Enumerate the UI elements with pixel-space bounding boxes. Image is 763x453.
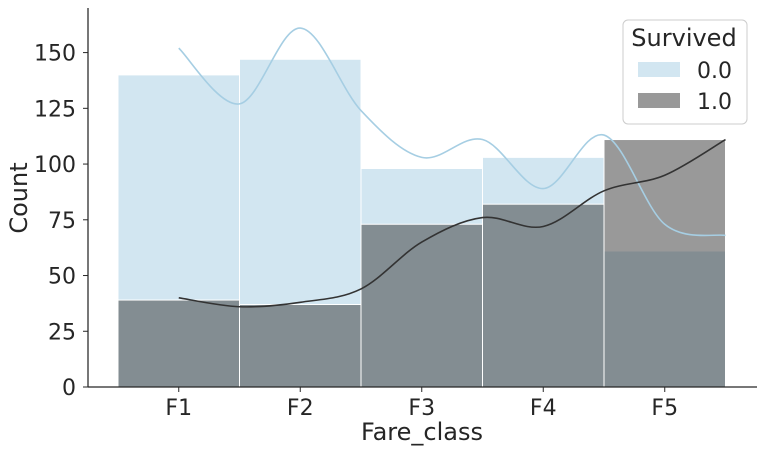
x-ticks: F1 F2 F3 F4 F5 <box>165 387 678 421</box>
y-tick-label: 150 <box>34 42 76 67</box>
legend-label-1: 1.0 <box>697 90 732 115</box>
legend-swatch-0 <box>638 62 680 77</box>
x-tick-label-F1: F1 <box>165 396 192 421</box>
legend: Survived 0.0 1.0 <box>622 19 748 125</box>
bar-series1-F5 <box>603 139 726 388</box>
x-tick-label-F2: F2 <box>287 396 314 421</box>
y-tick-label: 75 <box>48 209 76 234</box>
bars-layer <box>117 58 726 388</box>
bar-series1-F1 <box>117 299 240 388</box>
legend-label-0: 0.0 <box>697 59 732 84</box>
bar-series1-F3 <box>360 223 483 388</box>
y-ticks: 0 25 50 75 100 125 150 <box>34 42 88 401</box>
y-tick-label: 50 <box>48 265 76 290</box>
axes-layer <box>87 8 757 388</box>
y-tick-label: 100 <box>34 153 76 178</box>
x-tick-label-F5: F5 <box>651 396 678 421</box>
bar-series1-F2 <box>239 304 362 388</box>
x-tick-label-F4: F4 <box>530 396 557 421</box>
x-axis-title: Fare_class <box>361 418 483 446</box>
y-tick-label: 0 <box>62 376 76 401</box>
x-tick-label-F3: F3 <box>408 396 435 421</box>
legend-swatch-1 <box>638 93 680 108</box>
y-axis-title: Count <box>5 162 33 233</box>
legend-title: Survived <box>631 24 736 52</box>
y-tick-label: 125 <box>34 97 76 122</box>
y-tick-label: 25 <box>48 320 76 345</box>
kde-layer <box>178 27 726 308</box>
bar-series1-F4 <box>482 203 605 388</box>
kde-line-series1 <box>178 138 726 308</box>
kde-line-series0 <box>178 27 726 237</box>
